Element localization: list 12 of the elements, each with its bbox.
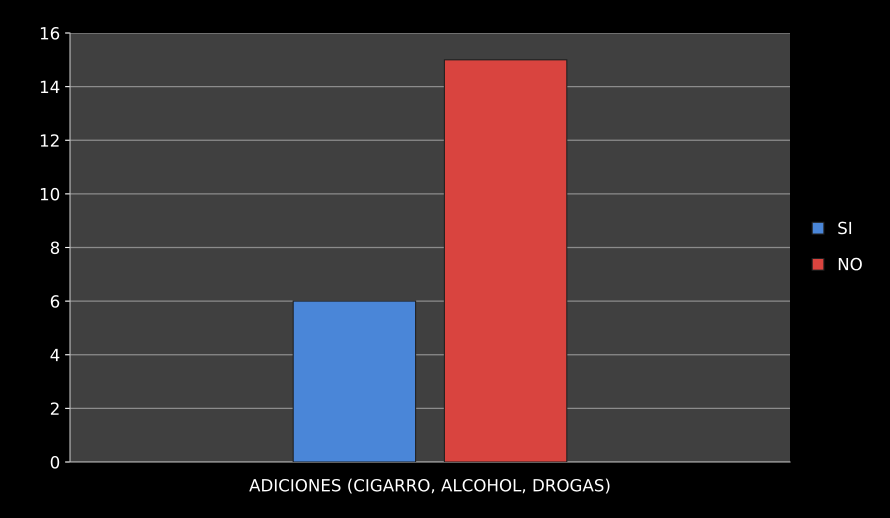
y-tick-label: 8 [50, 241, 60, 254]
y-tick-label: 12 [40, 134, 59, 147]
legend-label: NO [838, 258, 862, 270]
y-tick-label: 14 [40, 80, 60, 93]
y-tick-label: 0 [50, 456, 60, 469]
y-tick-label: 4 [50, 348, 60, 362]
x-tick-label: ADICIONES (CIGARRO, ALCOHOL, DROGAS) [249, 478, 610, 494]
y-tick-label: 6 [50, 295, 60, 308]
y-tick-label: 10 [40, 188, 60, 200]
y-tick-label: 16 [40, 26, 60, 40]
legend-label: SI [838, 222, 852, 234]
y-tick-label: 2 [50, 402, 59, 415]
